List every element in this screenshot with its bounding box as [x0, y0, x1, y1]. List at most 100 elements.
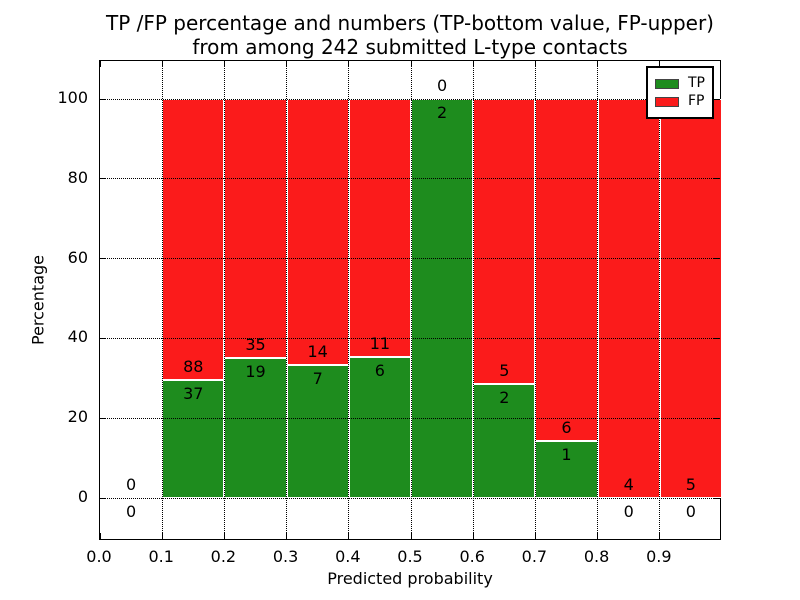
y-axis-right-tick: [714, 178, 720, 180]
tp-count-label: 0: [685, 502, 696, 521]
vertical-gridline: [286, 61, 288, 539]
fp-count-label: 5: [499, 361, 510, 380]
vertical-gridline: [659, 61, 661, 539]
chart-title: TP /FP percentage and numbers (TP-bottom…: [99, 11, 721, 59]
y-tick-label: 100: [57, 88, 88, 107]
legend-item-fp: FP: [655, 94, 705, 109]
fp-bar-segment: [286, 99, 349, 365]
x-axis-tick: [659, 533, 661, 539]
tp-count-label: 37: [183, 383, 204, 403]
y-axis-label: Percentage: [28, 254, 48, 346]
tp-color-swatch: [655, 78, 679, 89]
fp-count-label: 0: [437, 76, 448, 95]
tp-count-label: 0: [126, 502, 137, 521]
horizontal-gridline: [100, 417, 720, 419]
tp-bar-segment: [286, 365, 349, 498]
horizontal-gridline: [100, 98, 720, 100]
vertical-gridline: [410, 61, 412, 539]
vertical-gridline: [597, 61, 599, 539]
y-tick-label: 80: [67, 167, 88, 187]
x-axis-top-tick: [534, 61, 536, 67]
legend-item-tp: TP: [655, 76, 705, 91]
fp-bar-segment: [473, 99, 536, 384]
y-axis-tick: [100, 258, 106, 260]
fp-count-label: 6: [561, 418, 572, 437]
y-axis-tick: [100, 337, 106, 339]
x-axis-top-tick: [659, 61, 661, 67]
plot-area: 0 0 88 37 35 19 14 7 11 6 0 2 5 2 6 1 4 0 5 0: [99, 60, 722, 540]
x-tick-label: 0.7: [521, 547, 548, 566]
tp-count-label: 2: [437, 103, 448, 122]
legend-label-fp: FP: [688, 93, 705, 109]
horizontal-gridline: [100, 258, 720, 260]
fp-bar-segment: [162, 99, 225, 380]
y-axis-tick: [100, 98, 106, 100]
tp-bar-segment: [473, 384, 536, 498]
fp-count-label: 88: [183, 356, 204, 376]
y-tick-label: 60: [67, 247, 88, 267]
x-axis-top-tick: [99, 61, 101, 67]
x-axis-top-tick: [286, 61, 288, 67]
x-axis-tick: [410, 533, 412, 539]
tp-bar-segment: [162, 379, 225, 498]
fp-bar-segment: [659, 99, 722, 498]
x-axis-tick: [223, 533, 225, 539]
tp-count-label: 1: [561, 445, 572, 464]
x-tick-label: 0.0: [86, 547, 112, 566]
x-axis-label: Predicted probability: [327, 569, 493, 588]
x-tick-label: 0.5: [397, 547, 423, 566]
tp-bar-segment: [535, 441, 598, 498]
chart-title-line2: from among 242 submitted L-type contacts: [192, 35, 628, 59]
x-axis-tick: [99, 533, 101, 539]
y-axis-right-tick: [714, 417, 720, 419]
tp-count-label: 7: [312, 369, 323, 388]
vertical-gridline: [348, 61, 350, 539]
vertical-gridline: [161, 61, 163, 539]
x-tick-label: 0.2: [210, 547, 237, 566]
x-axis-top-tick: [161, 61, 163, 67]
x-axis-top-tick: [410, 61, 412, 67]
x-axis-tick: [348, 533, 350, 539]
y-tick-label: 20: [67, 407, 88, 427]
y-axis-tick: [100, 417, 106, 419]
tp-count-label: 2: [499, 388, 510, 407]
legend: TP FP: [646, 66, 714, 119]
fp-bar-segment: [597, 99, 660, 498]
x-axis-tick: [597, 533, 599, 539]
x-tick-label: 0.6: [459, 547, 485, 566]
fp-bar-segment: [348, 99, 411, 358]
x-axis-tick: [286, 533, 288, 539]
tp-bar-segment: [348, 357, 411, 498]
fp-count-label: 35: [245, 334, 266, 354]
tp-count-label: 6: [374, 361, 385, 381]
y-axis-right-tick: [714, 337, 720, 339]
x-axis-tick: [472, 533, 474, 539]
fp-color-swatch: [655, 96, 679, 107]
x-axis-top-tick: [472, 61, 474, 67]
fp-count-label: 5: [685, 475, 696, 494]
horizontal-gridline: [100, 178, 720, 180]
x-tick-label: 0.9: [646, 547, 672, 566]
y-axis-right-tick: [714, 98, 720, 100]
tp-bar-segment: [411, 99, 474, 498]
y-tick-label: 0: [77, 487, 88, 506]
horizontal-gridline: [100, 497, 720, 499]
y-tick-label: 40: [67, 327, 88, 347]
tp-count-label: 19: [245, 361, 266, 381]
tp-bar-segment: [224, 357, 287, 498]
horizontal-gridline: [100, 337, 720, 339]
x-axis-tick: [534, 533, 536, 539]
x-tick-label: 0.3: [272, 547, 299, 566]
x-axis-tick: [161, 533, 163, 539]
vertical-gridline: [534, 61, 536, 539]
x-tick-label: 0.8: [583, 547, 610, 566]
x-axis-top-tick: [348, 61, 350, 67]
x-tick-label: 0.4: [335, 547, 361, 566]
x-axis-top-tick: [223, 61, 225, 67]
x-tick-label: 0.1: [148, 547, 174, 566]
fp-count-label: 14: [307, 342, 328, 361]
y-axis-tick: [100, 178, 106, 180]
chart-title-line1: TP /FP percentage and numbers (TP-bottom…: [106, 11, 714, 35]
fp-count-label: 11: [369, 334, 391, 354]
